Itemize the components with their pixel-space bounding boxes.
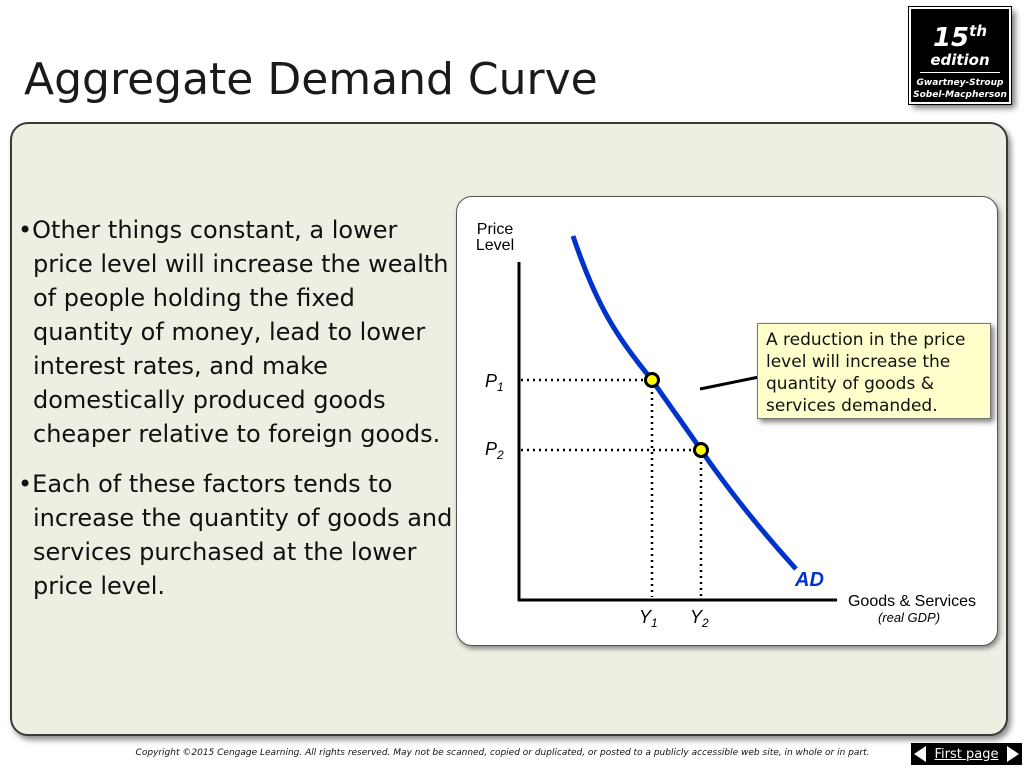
badge-divider	[920, 72, 1000, 73]
y2-label: Y2	[690, 607, 709, 630]
y-axis-label-line-2: Level	[476, 237, 514, 254]
edition-number: 15th	[932, 22, 988, 53]
edition-word: edition	[930, 51, 990, 69]
p2-label: P2	[485, 439, 504, 462]
copyright-notice: Copyright ©2015 Cengage Learning. All ri…	[135, 748, 870, 758]
ad-curve-label: AD	[794, 569, 824, 591]
bullet-item: Other things constant, a lower price lev…	[18, 213, 458, 451]
bullet-list: Other things constant, a lower price lev…	[18, 213, 458, 619]
x-axis-label: Goods & Services	[848, 593, 976, 610]
callout-pointer	[699, 375, 760, 391]
ad-diagram-svg: Price Level P1 P2 Y1 Y2 AD Goods & Servi…	[476, 221, 976, 630]
badge-author-2: Sobel-Macpherson	[913, 90, 1007, 100]
slide-title: Aggregate Demand Curve	[24, 54, 598, 105]
p1-label: P1	[485, 371, 504, 394]
y-axis-label-line-1: Price	[477, 221, 514, 238]
first-page-label: First page	[934, 746, 999, 762]
arrow-right-icon	[1007, 746, 1019, 762]
edition-suffix: th	[969, 22, 988, 40]
arrow-left-icon	[914, 746, 926, 762]
badge-author-1: Gwartney-Stroup	[916, 78, 1004, 88]
point-p2-y2	[693, 442, 709, 458]
callout-box: A reduction in the price level will incr…	[757, 323, 991, 419]
bullet-item: Each of these factors tends to increase …	[18, 467, 458, 603]
ad-curve	[570, 235, 798, 571]
y1-label: Y1	[639, 607, 658, 630]
x-axis-sublabel: (real GDP)	[878, 610, 940, 625]
edition-badge: 15th edition Gwartney-Stroup Sobel-Macph…	[908, 6, 1012, 105]
point-p1-y1	[644, 372, 660, 388]
first-page-button[interactable]: First page	[911, 743, 1022, 765]
ad-diagram: Price Level P1 P2 Y1 Y2 AD Goods & Servi…	[456, 196, 998, 646]
